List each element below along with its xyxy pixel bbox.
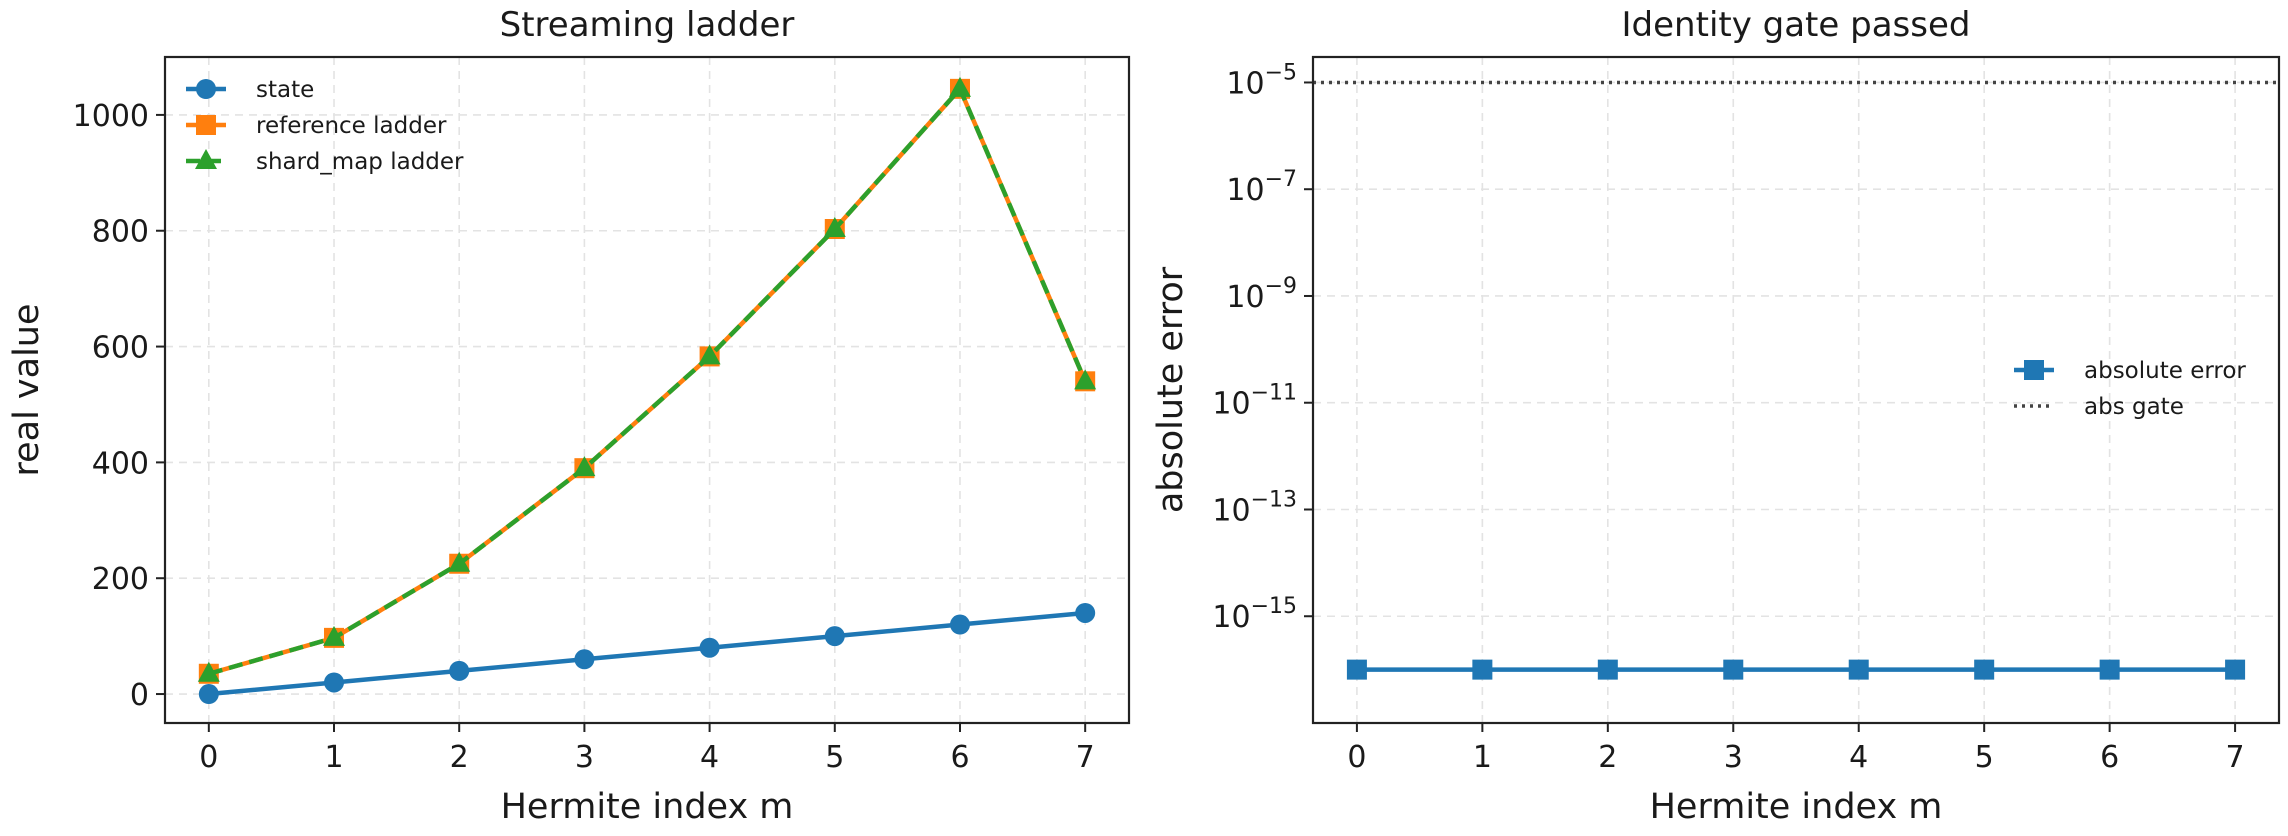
- x-tick-label: 0: [199, 740, 218, 775]
- x-tick-label: 2: [1598, 740, 1617, 775]
- identity-gate-chart: Identity gate passed 0 1 2 3 4 5 6 7 10−5 10−7 10…: [1151, 5, 2281, 827]
- y-tick-label: 600: [92, 331, 149, 366]
- data-point: [1346, 659, 1367, 680]
- data-point: [449, 660, 470, 681]
- legend: state reference ladder shard_map ladder: [186, 77, 464, 175]
- legend-marker: [195, 149, 217, 169]
- x-tick-label: 2: [450, 740, 469, 775]
- y-tick-label: 10−11: [1212, 381, 1297, 422]
- x-tick-label: 6: [950, 740, 969, 775]
- legend-marker: [196, 115, 216, 135]
- y-tick-label: 10−9: [1226, 274, 1297, 315]
- data-point: [699, 637, 720, 658]
- data-point: [2225, 659, 2246, 680]
- plot-frame: [1311, 55, 2281, 725]
- data-point: [1848, 659, 1869, 680]
- data-point: [573, 456, 596, 477]
- series-state: [198, 602, 1096, 705]
- y-tick-label: 0: [130, 678, 149, 713]
- data-point: [949, 614, 970, 635]
- y-tick-label: 200: [92, 562, 149, 597]
- legend-label: shard_map ladder: [256, 149, 464, 175]
- legend-marker: [2024, 360, 2044, 380]
- y-tick-label: 400: [92, 446, 149, 481]
- data-point: [574, 649, 595, 670]
- legend-item: reference ladder: [186, 113, 447, 139]
- x-tick-label: 1: [1473, 740, 1492, 775]
- x-tick-label: 3: [575, 740, 594, 775]
- x-tick-label: 6: [2100, 740, 2119, 775]
- x-tick-label: 5: [1975, 740, 1994, 775]
- series-line: [208, 86, 1088, 676]
- data-point: [698, 344, 721, 365]
- data-point: [1974, 659, 1995, 680]
- x-tick-label: 3: [1724, 740, 1743, 775]
- series-shard-map-ladder: [197, 76, 1097, 682]
- x-tick-label: 7: [1076, 740, 1095, 775]
- data-point: [1075, 602, 1096, 623]
- legend-label: absolute error: [2084, 358, 2246, 384]
- streaming-ladder-chart: Streaming ladder 0 1 2 3 4 5 6 7 0 200 400 600 800 1…: [7, 5, 1131, 827]
- data-point: [824, 626, 845, 647]
- legend-item: absolute error: [2014, 358, 2246, 384]
- x-tick-label: 4: [1849, 740, 1868, 775]
- y-tick-label: 10−15: [1212, 594, 1297, 635]
- y-axis-label: real value: [7, 303, 47, 476]
- legend-label: state: [256, 77, 314, 103]
- data-point: [448, 551, 471, 572]
- data-point: [324, 672, 345, 693]
- y-tick-label: 10−13: [1212, 487, 1297, 528]
- y-tick-label: 10−7: [1226, 167, 1297, 208]
- legend-marker: [196, 79, 216, 99]
- y-axis-label: absolute error: [1151, 266, 1191, 513]
- chart-title: Streaming ladder: [500, 5, 795, 45]
- data-point: [323, 625, 346, 646]
- x-axis-label: Hermite index m: [1650, 787, 1943, 827]
- data-point: [823, 217, 846, 238]
- data-point: [198, 684, 219, 705]
- data-point: [1723, 659, 1744, 680]
- data-point: [948, 76, 971, 97]
- x-tick-label: 0: [1347, 740, 1366, 775]
- legend-item: state: [186, 77, 314, 103]
- y-tick-label: 10−5: [1226, 60, 1297, 101]
- x-tick-label: 4: [700, 740, 719, 775]
- y-tick-label: 800: [92, 215, 149, 250]
- legend-item: abs gate: [2014, 394, 2184, 420]
- y-tick-label: 1000: [73, 99, 149, 134]
- series-line: [208, 610, 1086, 697]
- data-point: [2099, 659, 2120, 680]
- legend: absolute error abs gate: [2014, 358, 2246, 420]
- data-point: [1472, 659, 1493, 680]
- series-absolute-error: [1346, 659, 2246, 680]
- x-tick-label: 1: [324, 740, 343, 775]
- data-point: [197, 661, 220, 682]
- x-tick-label: 7: [2226, 740, 2245, 775]
- plot-frame: [163, 55, 1131, 725]
- data-point: [1074, 369, 1097, 390]
- legend-label: reference ladder: [256, 113, 447, 139]
- x-axis-label: Hermite index m: [501, 787, 794, 827]
- legend-item: shard_map ladder: [186, 149, 464, 175]
- data-point: [1597, 659, 1618, 680]
- chart-title: Identity gate passed: [1622, 5, 1971, 45]
- x-tick-label: 5: [825, 740, 844, 775]
- legend-label: abs gate: [2084, 394, 2184, 420]
